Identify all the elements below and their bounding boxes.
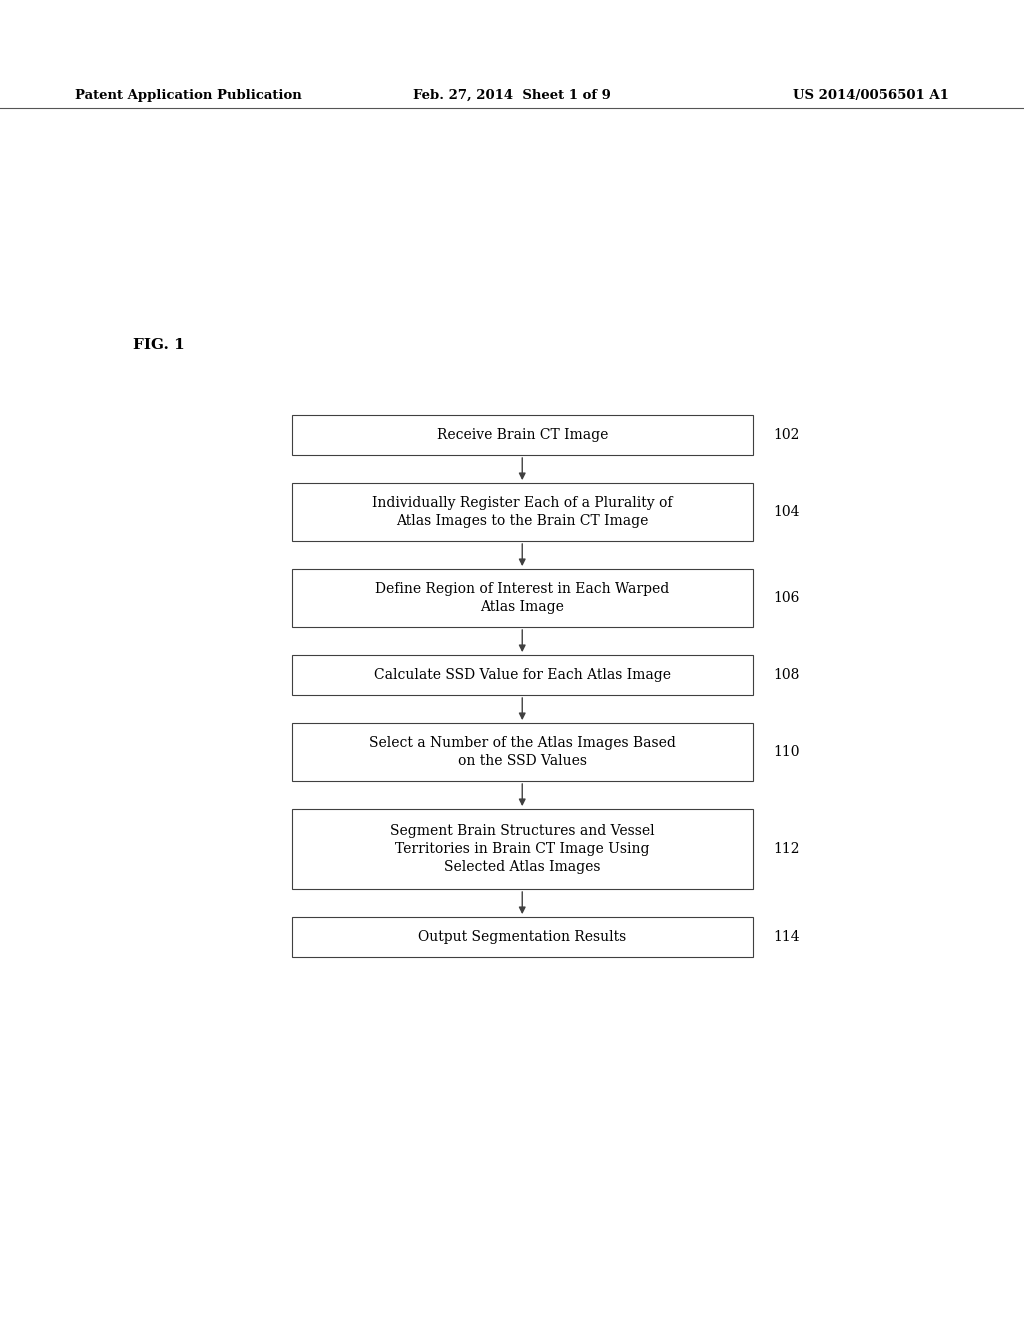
Text: FIG. 1: FIG. 1 — [133, 338, 185, 352]
Text: Patent Application Publication: Patent Application Publication — [75, 88, 302, 102]
Text: 112: 112 — [773, 842, 800, 855]
Text: Calculate SSD Value for Each Atlas Image: Calculate SSD Value for Each Atlas Image — [374, 668, 671, 682]
Text: 114: 114 — [773, 931, 800, 944]
Bar — [292, 655, 753, 696]
Text: Select a Number of the Atlas Images Based
on the SSD Values: Select a Number of the Atlas Images Base… — [369, 735, 676, 768]
Text: Feb. 27, 2014  Sheet 1 of 9: Feb. 27, 2014 Sheet 1 of 9 — [413, 88, 611, 102]
Text: 108: 108 — [773, 668, 800, 682]
Bar — [292, 483, 753, 541]
Bar — [292, 917, 753, 957]
Text: 110: 110 — [773, 744, 800, 759]
Text: Individually Register Each of a Plurality of
Atlas Images to the Brain CT Image: Individually Register Each of a Pluralit… — [372, 496, 673, 528]
Text: Output Segmentation Results: Output Segmentation Results — [418, 931, 627, 944]
Bar — [292, 414, 753, 455]
Text: US 2014/0056501 A1: US 2014/0056501 A1 — [794, 88, 949, 102]
Text: Receive Brain CT Image: Receive Brain CT Image — [436, 428, 608, 442]
Bar — [292, 723, 753, 781]
Text: Define Region of Interest in Each Warped
Atlas Image: Define Region of Interest in Each Warped… — [375, 582, 670, 614]
Text: 102: 102 — [773, 428, 800, 442]
Text: 104: 104 — [773, 506, 800, 519]
Bar — [292, 809, 753, 888]
Text: Segment Brain Structures and Vessel
Territories in Brain CT Image Using
Selected: Segment Brain Structures and Vessel Terr… — [390, 824, 654, 874]
Bar — [292, 569, 753, 627]
Text: 106: 106 — [773, 591, 800, 605]
